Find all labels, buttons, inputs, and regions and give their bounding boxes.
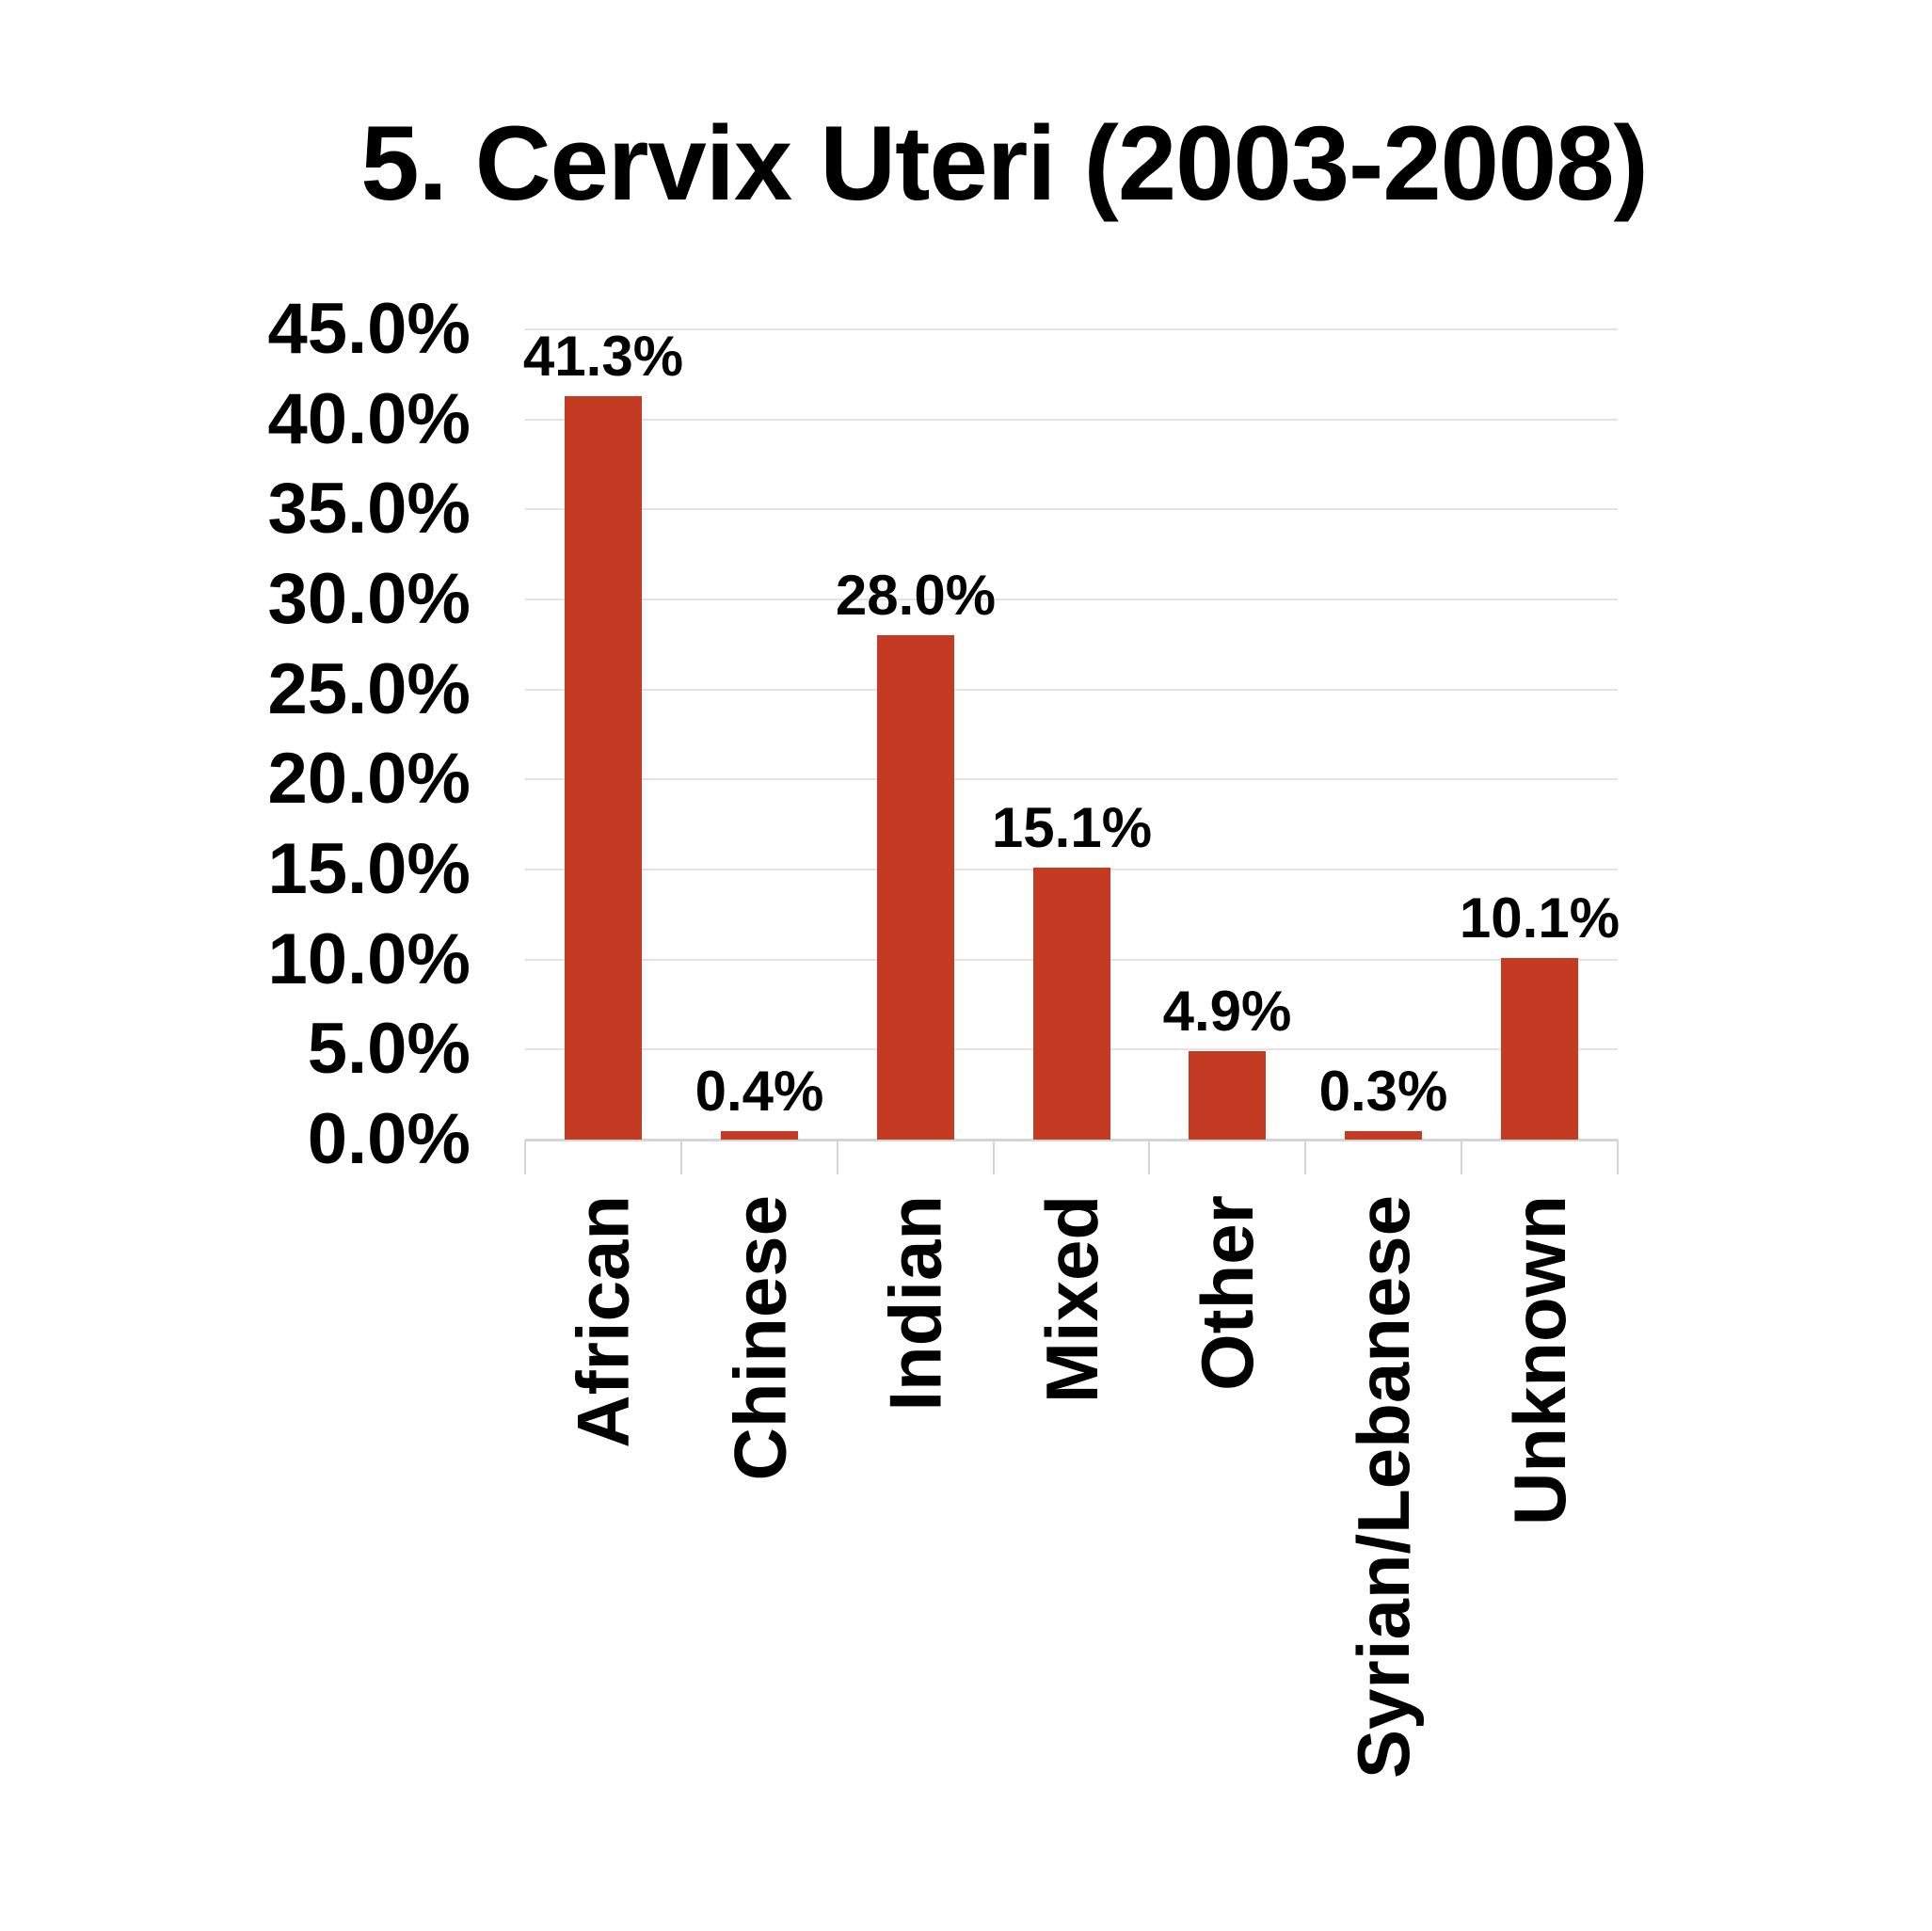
chart-title: 5. Cervix Uteri (2003-2008) <box>360 104 1649 222</box>
gridline <box>525 508 1618 511</box>
category-label-indian: Indian <box>874 1195 957 1412</box>
x-axis-tick <box>1617 1140 1619 1174</box>
bar-unknown <box>1501 958 1578 1140</box>
category-label-african: African <box>562 1195 645 1448</box>
bar-african <box>565 396 642 1140</box>
bar-chinese <box>721 1131 798 1140</box>
category-label-unknown: Unknown <box>1498 1195 1581 1525</box>
category-label-syrian-lebanese: Syrian/Lebanese <box>1342 1195 1425 1779</box>
x-axis-tick <box>524 1140 526 1174</box>
gridline <box>525 418 1618 421</box>
value-label-indian: 28.0% <box>835 564 997 627</box>
category-label-mixed: Mixed <box>1030 1195 1113 1404</box>
gridline <box>525 598 1618 600</box>
gridline <box>525 328 1618 330</box>
y-axis-label: 15.0% <box>267 829 471 909</box>
x-axis-tick <box>836 1140 838 1174</box>
y-axis-label: 40.0% <box>267 378 471 459</box>
x-axis-tick <box>679 1140 682 1174</box>
value-label-other: 4.9% <box>1162 980 1292 1043</box>
y-axis-label: 20.0% <box>267 739 471 820</box>
bar-mixed <box>1033 868 1110 1140</box>
value-label-mixed: 15.1% <box>991 796 1153 859</box>
x-axis-line <box>525 1139 1618 1141</box>
bar-indian <box>877 635 954 1140</box>
x-axis-tick <box>992 1140 995 1174</box>
y-axis-label: 45.0% <box>267 289 471 369</box>
category-label-chinese: Chinese <box>718 1195 801 1481</box>
bar-other <box>1189 1051 1266 1140</box>
value-label-african: 41.3% <box>522 325 684 388</box>
y-axis-label: 30.0% <box>267 559 471 639</box>
y-axis-label: 10.0% <box>267 918 471 999</box>
y-axis-label: 35.0% <box>267 469 471 550</box>
gridline <box>525 778 1618 781</box>
x-axis-tick <box>1148 1140 1151 1174</box>
x-axis-tick <box>1304 1140 1307 1174</box>
y-axis-label: 25.0% <box>267 648 471 729</box>
y-axis-label: 0.0% <box>307 1099 471 1179</box>
y-axis-label: 5.0% <box>307 1009 471 1090</box>
value-label-syrian-lebanese: 0.3% <box>1318 1060 1448 1123</box>
value-label-unknown: 10.1% <box>1459 886 1621 950</box>
bar-syrian-lebanese <box>1345 1131 1422 1140</box>
gridline <box>525 688 1618 691</box>
x-axis-tick <box>1461 1140 1463 1174</box>
value-label-chinese: 0.4% <box>695 1060 824 1123</box>
category-label-other: Other <box>1186 1195 1269 1392</box>
